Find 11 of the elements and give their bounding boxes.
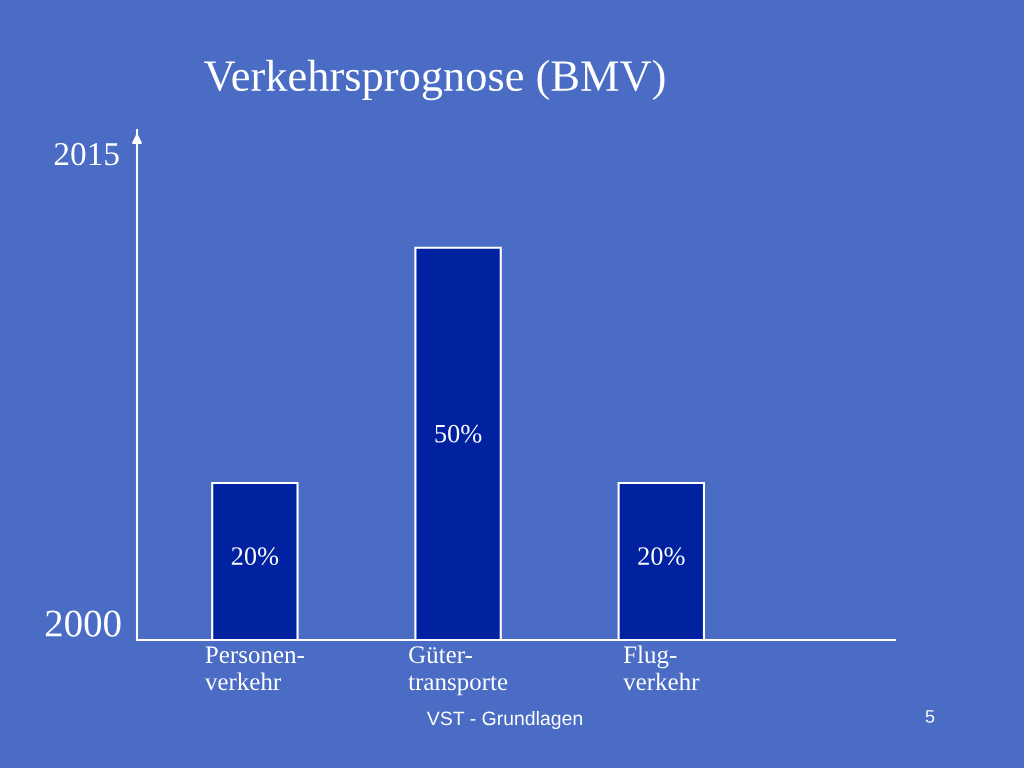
x-tick-label: Güter- transporte [408,646,508,696]
x-tick-label: Personen- verkehr [204,646,304,691]
data-label: 50% [435,424,482,443]
data-label: 20% [638,547,685,566]
text: 2015 [54,142,119,166]
text: 5 [925,710,935,723]
text: 2000 [45,610,121,637]
data-label: 20% [231,547,279,566]
x-tick-label: Flug- verkehr [623,645,700,691]
text: VST - Grundlagen [426,710,582,730]
chart-title: Verkehrsprognose (BMV) [204,59,665,101]
